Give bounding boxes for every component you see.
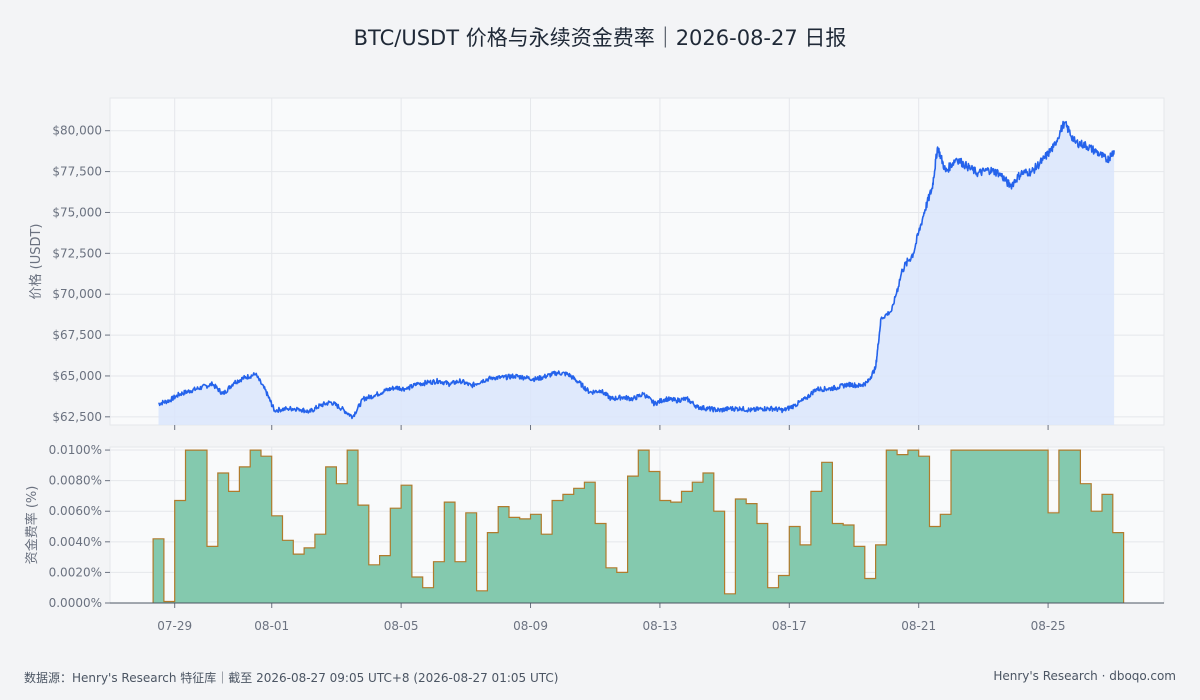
brand-credit: Henry's Research · dboqo.com <box>993 669 1176 683</box>
funding-y-tick-label: 0.0020% <box>49 565 102 579</box>
funding-step-line <box>152 449 1125 603</box>
funding-y-tick-label: 0.0100% <box>49 443 102 457</box>
price-y-tick-label: $75,000 <box>52 205 102 219</box>
x-tick-label: 08-05 <box>384 619 419 633</box>
price-y-tick-label: $62,500 <box>52 410 102 424</box>
funding-area-fill <box>153 450 1124 603</box>
funding-y-tick-label: 0.0060% <box>49 504 102 518</box>
x-tick-label: 08-17 <box>772 619 807 633</box>
funding-y-tick-label: 0.0000% <box>49 596 102 610</box>
price-y-tick-label: $67,500 <box>52 328 102 342</box>
x-tick-label: 08-09 <box>513 619 548 633</box>
chart-title: BTC/USDT 价格与永续资金费率｜2026-08-27 日报 <box>353 26 847 50</box>
price-y-tick-label: $65,000 <box>52 369 102 383</box>
funding-y-tick-label: 0.0080% <box>49 474 102 488</box>
x-tick-label: 08-13 <box>642 619 677 633</box>
x-tick-label: 07-29 <box>157 619 192 633</box>
funding-y-tick-label: 0.0040% <box>49 535 102 549</box>
price-y-tick-label: $77,500 <box>52 165 102 179</box>
price-y-tick-label: $72,500 <box>52 246 102 260</box>
data-source-note: 数据源：Henry's Research 特征库｜截至 2026-08-27 0… <box>24 671 559 685</box>
x-tick-label: 08-01 <box>254 619 289 633</box>
price-line <box>158 120 1115 420</box>
x-tick-label: 08-25 <box>1031 619 1066 633</box>
price-y-tick-label: $70,000 <box>52 287 102 301</box>
x-tick-label: 08-21 <box>901 619 936 633</box>
price-y-tick-label: $80,000 <box>52 124 102 138</box>
price-y-axis-label: 价格 (USDT) <box>28 224 44 300</box>
price-area-fill <box>158 121 1115 425</box>
funding-y-axis-label: 资金费率 (%) <box>24 486 40 565</box>
